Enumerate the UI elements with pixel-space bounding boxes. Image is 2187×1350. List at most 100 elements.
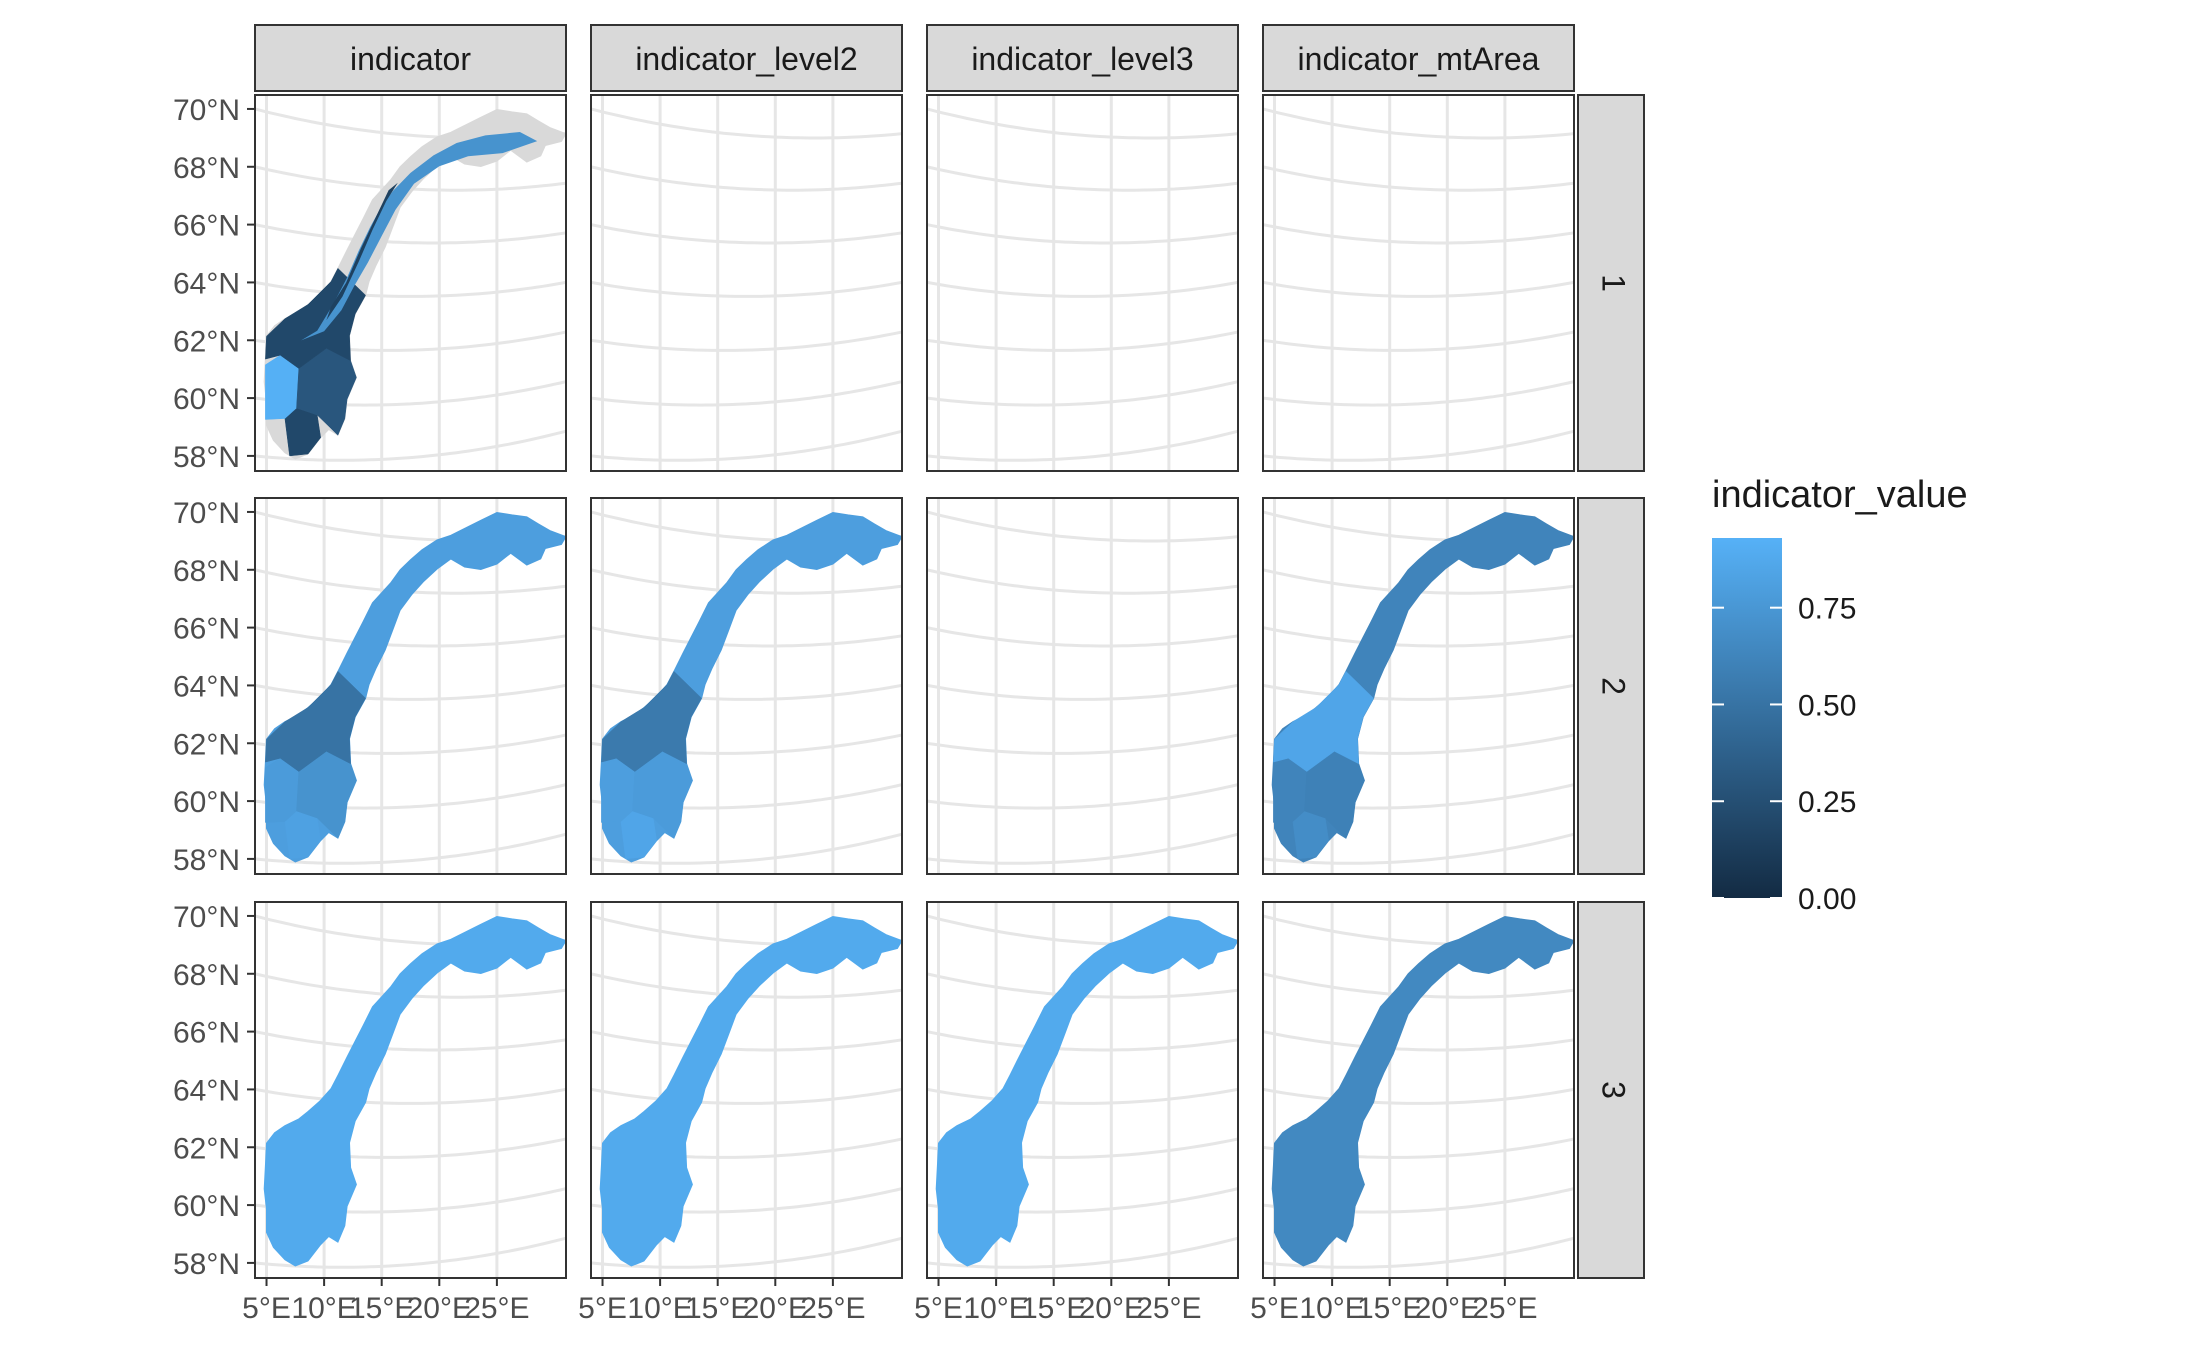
y-tick-label: 66°N [173,1017,240,1050]
strip-row-2 [1577,497,1645,875]
panel-border [590,497,903,875]
graticule-parallel [591,1030,902,1052]
x-tick-label: 25°E [464,1292,529,1325]
map-region [601,670,702,772]
strip-row-1 [1577,94,1645,472]
graticule-parallel [927,429,1238,462]
graticule-parallel [927,626,1238,648]
panel-indicator_level3-row-3 [926,901,1239,1279]
x-tick-label: 10°E [1299,1292,1364,1325]
graticule-parallel [591,832,902,865]
map-region [326,182,398,321]
y-tick-label: 70°N [173,497,240,530]
x-axis: 5°E 10°E15°E20°E25°E 5°E 10°E15°E20°E25°E 5°… [242,1278,1538,1325]
strip-indicator_level3 [926,24,1239,92]
graticule-parallel [927,733,1238,755]
x-tick-label: 20°E [1415,1292,1480,1325]
legend: indicator_value 0.00 0.25 0.50 0.75 [1712,474,1968,916]
map-region [301,132,538,341]
panel-indicator-row-3 [254,901,567,1279]
y-tick-label: 68°N [173,152,240,185]
y-tick-label: 64°N [173,670,240,703]
panel-indicator_mtArea-row-2 [1262,497,1575,875]
panel-indicator_level3-row-1 [926,94,1239,472]
graticule-parallel [927,568,1238,595]
x-tick-label: 25°E [1136,1292,1201,1325]
legend-label: 0.00 [1798,883,1856,916]
graticule-parallel [927,1030,1238,1052]
y-tick-label: 58°N [173,441,240,474]
y-tick-label: 60°N [173,383,240,416]
x-tick-label: 5°E [578,1292,627,1325]
graticule-parallel [1263,1030,1574,1052]
y-tick-label: 58°N [173,844,240,877]
strip-indicator [254,24,567,92]
panel-indicator-row-2 [254,497,567,875]
graticule-parallel [927,1236,1238,1269]
panel-border [1262,901,1575,1279]
strip-indicator_level2 [590,24,903,92]
panel-background [591,95,902,471]
row-strips: 1 2 3 [1577,94,1645,1279]
column-strip-label: indicator [350,41,471,77]
norway-map [1271,915,1574,1267]
panel-border [926,94,1239,472]
graticule-parallel [591,280,902,298]
map-region [265,670,366,772]
graticule-parallel [927,280,1238,298]
graticule-parallel [255,832,566,865]
graticule-parallel [927,683,1238,701]
x-tick-label: 5°E [242,1292,291,1325]
norway-map [599,915,902,1267]
x-tick-label: 15°E [1021,1292,1086,1325]
strip-indicator_mtArea [1262,24,1575,92]
panel-indicator_level2-row-3 [590,901,903,1279]
x-tick-label: 5°E [914,1292,963,1325]
y-tick-label: 68°N [173,959,240,992]
graticule-parallel [1263,429,1574,462]
panel-background [927,95,1238,471]
graticule-parallel [1263,165,1574,192]
x-tick-label: 5°E [1250,1292,1299,1325]
y-tick-label: 64°N [173,1074,240,1107]
graticule-parallel [927,330,1238,352]
graticule-parallel [1263,280,1574,298]
graticule-parallel [255,429,566,462]
graticule-parallel [1263,1236,1574,1269]
y-tick-label: 60°N [173,1190,240,1223]
graticule-parallel [255,1030,566,1052]
map-region [1273,670,1374,772]
norway-map [935,915,1238,1267]
panel-indicator_mtArea-row-1 [1262,94,1575,472]
graticule-parallel [255,626,566,648]
x-tick-label: 15°E [349,1292,414,1325]
row-strip-label: 2 [1596,677,1632,695]
graticule-parallel [927,510,1238,543]
y-tick-label: 58°N [173,1248,240,1281]
graticule-parallel [255,223,566,245]
x-tick-label: 15°E [685,1292,750,1325]
row-strip-label: 1 [1596,274,1632,292]
y-tick-label: 70°N [173,94,240,127]
x-tick-label: 20°E [1079,1292,1144,1325]
panel-border [1262,94,1575,472]
graticule-parallel [927,1087,1238,1105]
graticule-parallel [1263,626,1574,648]
x-tick-label: 10°E [291,1292,356,1325]
graticule-parallel [927,165,1238,192]
graticule-parallel [591,165,902,192]
x-tick-label: 25°E [1472,1292,1537,1325]
graticule-parallel [591,107,902,140]
legend-colorbar [1712,538,1782,898]
column-strip-label: indicator_mtArea [1298,41,1540,77]
graticule-parallel [1263,683,1574,701]
graticule-parallel [591,429,902,462]
y-tick-label: 60°N [173,786,240,819]
y-tick-label: 62°N [173,1132,240,1165]
graticule-parallel [255,280,566,298]
y-tick-label: 66°N [173,613,240,646]
graticule-parallel [927,380,1238,407]
column-strips: indicator indicator_level2 indicator_level… [254,24,1575,92]
x-tick-label: 10°E [627,1292,692,1325]
panel-indicator_level2-row-2 [590,497,903,875]
